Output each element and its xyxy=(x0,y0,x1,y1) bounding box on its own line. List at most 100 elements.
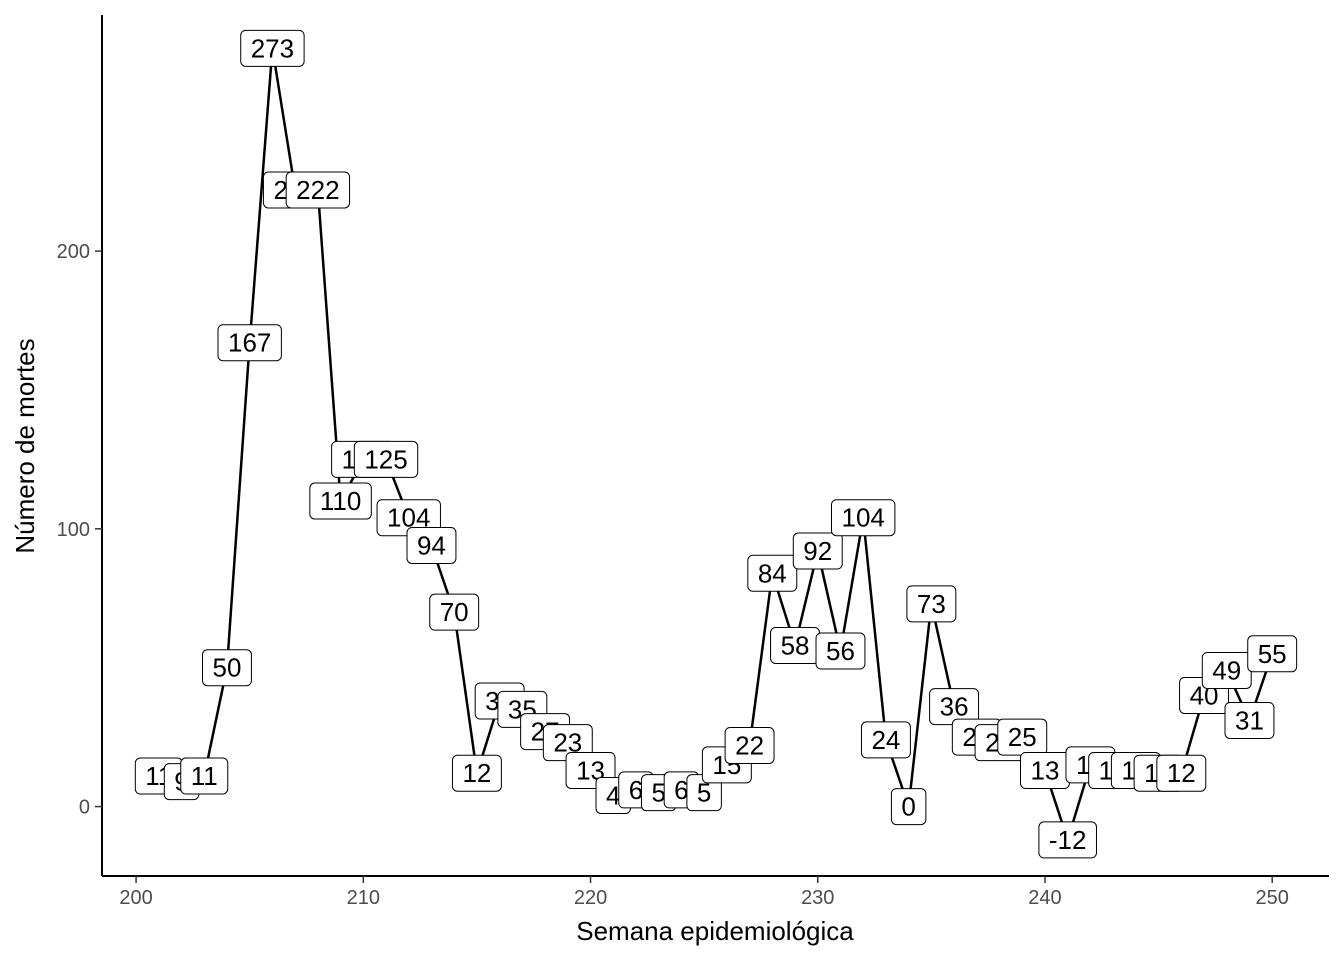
data-label: -12 xyxy=(1038,821,1097,859)
data-label-box xyxy=(451,754,502,792)
data-label-text: 6 xyxy=(674,775,688,805)
data-label-box xyxy=(429,593,480,631)
data-label-box xyxy=(724,726,775,764)
data-label: 13 xyxy=(1020,751,1070,789)
data-label: 24 xyxy=(860,721,911,759)
x-tick-label: 230 xyxy=(801,887,834,909)
data-label: 222 xyxy=(285,171,351,209)
data-label-text: 167 xyxy=(228,328,271,358)
data-label-text: 222 xyxy=(296,175,339,205)
data-label-box xyxy=(830,499,896,537)
data-label-text: -12 xyxy=(1049,825,1087,855)
data-label-box xyxy=(1156,754,1207,792)
data-label-box xyxy=(815,632,866,670)
y-axis-title: Número de mortes xyxy=(10,338,40,553)
data-label: 56 xyxy=(815,632,866,670)
data-label-text: 5 xyxy=(697,778,711,808)
data-label: 104 xyxy=(830,499,896,537)
data-label-box xyxy=(202,649,252,687)
series-line xyxy=(158,47,1274,842)
data-label: 0 xyxy=(890,788,927,826)
x-tick-label: 250 xyxy=(1256,887,1289,909)
data-label-text: 70 xyxy=(440,597,469,627)
data-label-text: 92 xyxy=(803,536,832,566)
data-label: 58 xyxy=(770,626,820,664)
data-label: 55 xyxy=(1247,635,1298,673)
data-label-text: 273 xyxy=(251,33,294,63)
data-label: 12 xyxy=(451,754,502,792)
data-label-text: 22 xyxy=(735,730,764,760)
data-label-text: 0 xyxy=(901,792,915,822)
data-label-text: 73 xyxy=(917,589,946,619)
x-tick-label: 240 xyxy=(1028,887,1061,909)
data-label: 73 xyxy=(906,585,957,623)
data-label-text: 55 xyxy=(1258,639,1287,669)
data-labels: 1191150167273222222110125125104947012383… xyxy=(134,29,1298,859)
data-label: 104 xyxy=(376,499,441,537)
data-label: 94 xyxy=(406,526,457,564)
data-label: 25 xyxy=(997,718,1048,756)
y-tick-label: 200 xyxy=(57,241,90,263)
x-tick-label: 210 xyxy=(347,887,380,909)
data-label: 50 xyxy=(202,649,252,687)
data-label-text: 104 xyxy=(841,503,884,533)
data-label-text: 84 xyxy=(758,558,787,588)
data-label: 23 xyxy=(542,724,593,762)
data-label-text: 6 xyxy=(629,775,643,805)
data-label-text: 13 xyxy=(1031,755,1060,785)
data-label-box xyxy=(747,554,798,592)
data-label-box xyxy=(285,171,351,209)
data-label: 11 xyxy=(180,757,229,795)
data-label: 125 xyxy=(353,440,419,478)
data-label: 110 xyxy=(309,482,372,520)
data-label-box xyxy=(860,721,911,759)
y-tick-label: 0 xyxy=(79,797,90,819)
data-label-box xyxy=(353,440,419,478)
y-tick-label: 100 xyxy=(57,519,90,541)
data-label: 49 xyxy=(1201,651,1252,689)
data-label-text: 24 xyxy=(871,725,900,755)
data-label-box xyxy=(792,532,843,570)
data-label-text: 110 xyxy=(320,486,361,516)
data-label-box xyxy=(1038,821,1097,859)
data-label: 167 xyxy=(217,324,282,362)
data-label-text: 94 xyxy=(417,530,446,560)
data-label-text: 12 xyxy=(462,758,491,788)
data-label-box xyxy=(1224,701,1275,739)
data-label-text: 36 xyxy=(940,692,969,722)
data-label-text: 31 xyxy=(1235,705,1264,735)
data-label-text: 125 xyxy=(364,444,407,474)
data-label-text: 56 xyxy=(826,636,855,666)
x-tick-label: 200 xyxy=(119,887,152,909)
y-ticks: 0 100 200 xyxy=(57,241,102,819)
data-label-box xyxy=(217,324,282,362)
x-axis-title: Semana epidemiológica xyxy=(576,916,854,946)
data-label-box xyxy=(180,757,229,795)
data-label: 12 xyxy=(1156,754,1207,792)
data-label-text: 50 xyxy=(213,653,242,683)
data-label-box xyxy=(240,29,305,67)
data-label: 36 xyxy=(929,688,980,726)
data-label-text: 49 xyxy=(1212,655,1241,685)
x-tick-label: 220 xyxy=(574,887,607,909)
data-label-box xyxy=(906,585,957,623)
data-label-text: 11 xyxy=(191,761,218,791)
data-label-text: 5 xyxy=(651,778,665,808)
data-label: 22 xyxy=(724,726,775,764)
data-label-box xyxy=(1247,635,1298,673)
data-label: 273 xyxy=(240,29,305,67)
data-label-text: 25 xyxy=(1008,722,1037,752)
data-label: 84 xyxy=(747,554,798,592)
data-label: 31 xyxy=(1224,701,1275,739)
data-label: 70 xyxy=(429,593,480,631)
data-label-text: 58 xyxy=(781,630,810,660)
data-label-box xyxy=(406,526,457,564)
data-label-text: 4 xyxy=(606,780,620,810)
data-label-box xyxy=(309,482,372,520)
data-label-text: 12 xyxy=(1167,758,1196,788)
x-ticks: 200 210 220 230 240 250 xyxy=(119,876,1289,909)
data-label-box xyxy=(890,788,927,826)
data-label: 92 xyxy=(792,532,843,570)
